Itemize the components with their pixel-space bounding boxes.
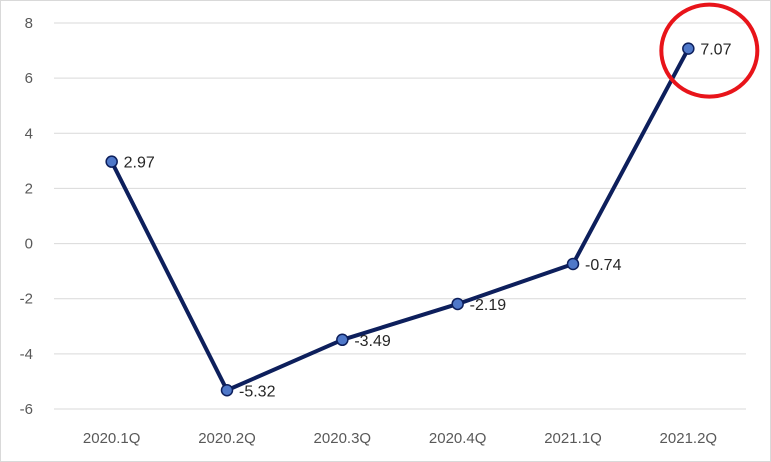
- y-tick-label: 4: [25, 125, 33, 142]
- data-label: -5.32: [239, 383, 276, 400]
- x-tick-label: 2020.3Q: [314, 430, 372, 447]
- highlight-circle: [659, 2, 760, 99]
- y-tick-label: 6: [25, 70, 33, 87]
- x-tick-label: 2020.4Q: [429, 430, 487, 447]
- y-tick-label: 8: [25, 15, 33, 32]
- y-tick-label: -6: [20, 401, 33, 418]
- y-tick-label: 2: [25, 180, 33, 197]
- series-line: [109, 47, 691, 393]
- x-tick-label: 2020.2Q: [198, 430, 256, 447]
- y-tick-label: -2: [20, 291, 33, 308]
- data-label: 2.97: [124, 155, 155, 172]
- data-label: -0.74: [585, 257, 622, 274]
- data-label: 7.07: [700, 42, 731, 59]
- data-labels: 2.97 -5.32 -3.49 -2.19 -0.74 7.07: [124, 42, 732, 401]
- data-point: [105, 155, 118, 168]
- data-label: -2.19: [470, 297, 507, 314]
- data-point: [220, 384, 234, 397]
- gridlines: [54, 22, 746, 410]
- data-point: [451, 297, 464, 311]
- x-tick-label: 2021.2Q: [660, 430, 718, 447]
- y-tick-label: 0: [25, 236, 33, 253]
- data-points: [105, 42, 695, 397]
- data-point: [682, 42, 695, 55]
- x-axis-ticks: 2020.1Q 2020.2Q 2020.3Q 2020.4Q 2021.1Q 2021.…: [83, 430, 717, 447]
- highlight-annotation: [659, 2, 760, 99]
- x-tick-label: 2020.1Q: [83, 430, 141, 447]
- data-point: [566, 257, 580, 271]
- x-tick-label: 2021.1Q: [544, 430, 602, 447]
- series-polyline: [109, 47, 691, 393]
- y-axis-ticks: 8 6 4 2 0 -2 -4 -6: [20, 15, 33, 418]
- data-label: -3.49: [354, 333, 391, 350]
- data-point: [336, 333, 349, 347]
- y-tick-label: -4: [20, 346, 33, 363]
